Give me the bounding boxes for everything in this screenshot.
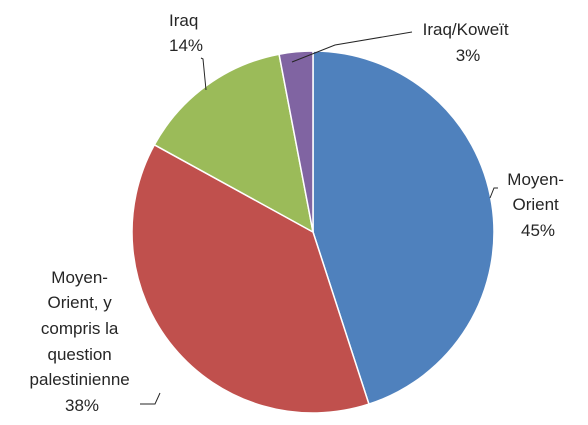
- slice-label-iraq-koweit: Iraq/Koweït 3%: [423, 20, 514, 65]
- pie-slice-iraq-koweit: [278, 50, 314, 233]
- pie-slice-moyen-orient-palestinienne: [131, 143, 370, 414]
- slice-label-iraq: Iraq 14%: [169, 11, 203, 55]
- pie-slices: [131, 50, 495, 414]
- leader-line-moyen-orient-palestinienne: [140, 392, 161, 405]
- pie-slice-moyen-orient: [312, 50, 495, 406]
- leader-lines: [140, 31, 498, 405]
- pie-slice-iraq: [153, 53, 315, 234]
- leader-line-iraq: [200, 57, 207, 91]
- slice-label-moyen-orient: Moyen- Orient 45%: [507, 170, 568, 240]
- leader-line-iraq-koweit: [291, 31, 413, 63]
- slice-label-moyen-orient-palestinienne: Moyen- Orient, y compris la question pal…: [30, 268, 135, 415]
- leader-line-moyen-orient: [489, 187, 498, 199]
